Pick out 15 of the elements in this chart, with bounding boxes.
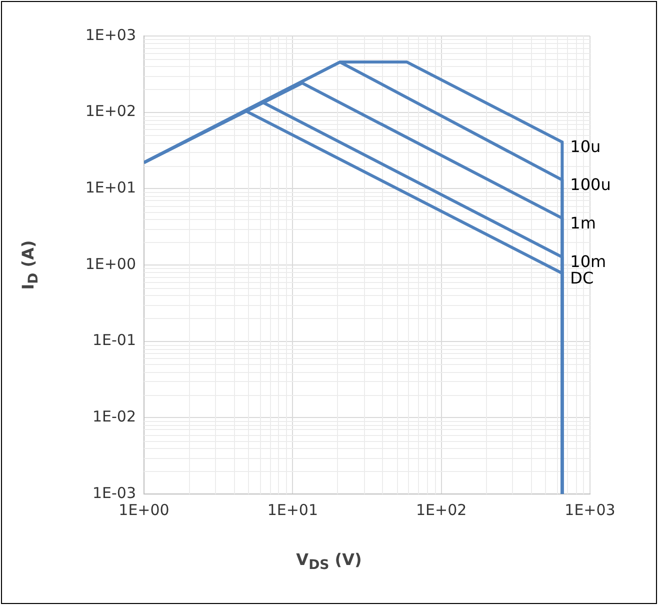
x-tick-label: 1E+02 bbox=[416, 500, 467, 519]
y-tick-label: 1E-02 bbox=[92, 408, 136, 426]
x-tick-label: 1E+00 bbox=[118, 500, 170, 519]
x-tick-label: 1E+03 bbox=[564, 500, 616, 519]
x-tick-label: 1E+01 bbox=[267, 500, 318, 519]
series-label: 10u bbox=[570, 137, 601, 156]
y-tick-label: 1E+01 bbox=[85, 178, 136, 197]
series-label: 1m bbox=[570, 213, 596, 232]
y-tick-label: 1E+00 bbox=[85, 254, 136, 273]
y-tick-label: 1E+03 bbox=[85, 26, 136, 44]
series-label: 100u bbox=[570, 175, 611, 194]
y-tick-label: 1E-03 bbox=[92, 484, 136, 502]
x-axis-title: V$_{DS}$ (V) bbox=[295, 550, 363, 574]
y-tick-label: 1E-01 bbox=[92, 331, 136, 350]
y-tick-label: 1E+02 bbox=[85, 102, 136, 120]
